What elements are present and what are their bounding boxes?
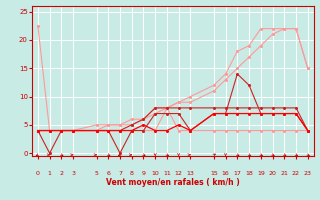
X-axis label: Vent moyen/en rafales ( km/h ): Vent moyen/en rafales ( km/h ) bbox=[106, 178, 240, 187]
